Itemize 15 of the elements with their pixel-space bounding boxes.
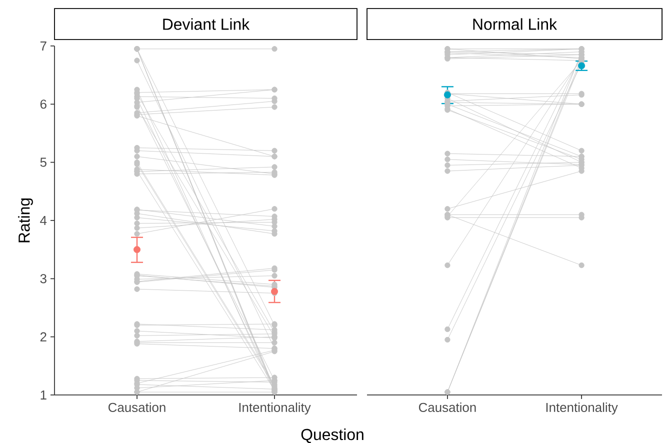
y-tick-label: 6 xyxy=(40,100,46,109)
y-tick-label: 7 xyxy=(40,42,46,50)
x-tick-label: Intentionality xyxy=(239,402,311,415)
x-tick-label: Causation xyxy=(418,402,476,412)
x-tick-label: Causation xyxy=(108,402,166,412)
chart-title: Deviant Link xyxy=(163,18,250,30)
y-tick-label: 3 xyxy=(40,274,46,284)
y-axis-title: Rating xyxy=(18,198,33,242)
chart-title: Normal Link xyxy=(473,18,558,30)
x-tick-label: Intentionality xyxy=(546,402,618,415)
y-tick-label: 1 xyxy=(40,390,46,400)
y-tick-label: 4 xyxy=(40,216,47,225)
y-tick-label: 2 xyxy=(40,332,46,342)
y-tick-label: 5 xyxy=(40,158,46,167)
x-axis-title: Question xyxy=(301,428,364,443)
